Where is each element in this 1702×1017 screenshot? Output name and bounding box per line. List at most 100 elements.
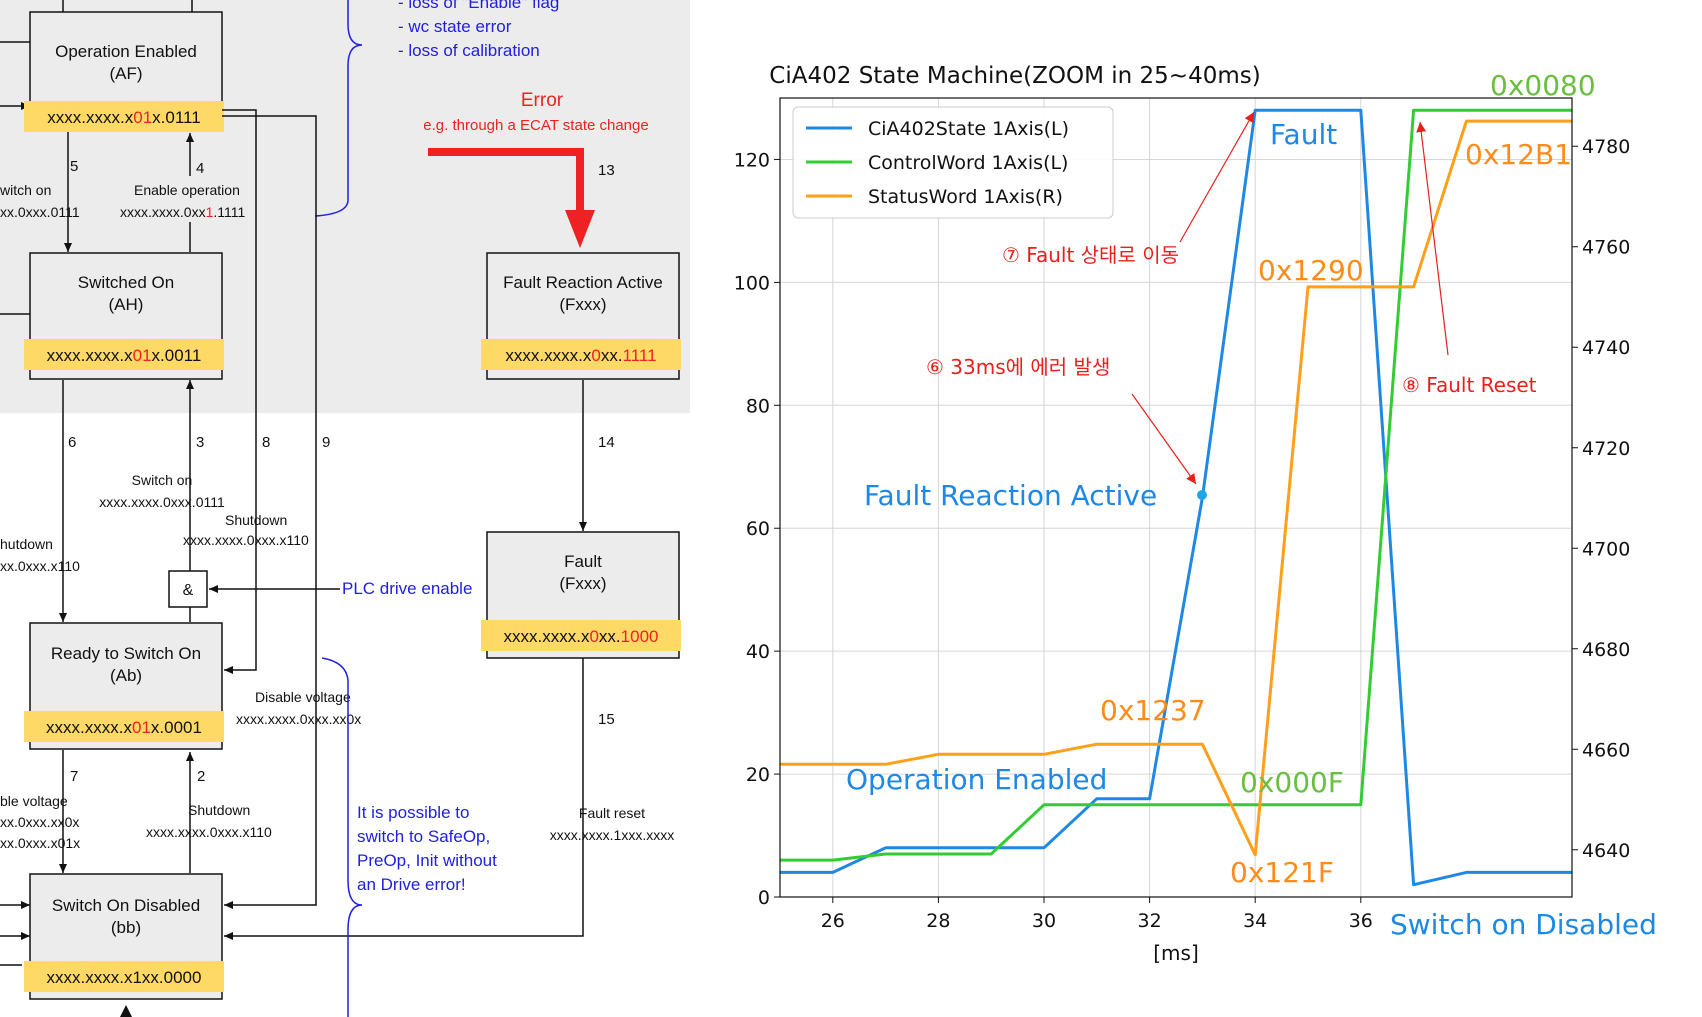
- status-code: xxxx.xxxx.x0xx.1111: [505, 346, 656, 365]
- fault-reset-label: Fault reset: [579, 805, 645, 821]
- transition-9-arrow: [222, 115, 317, 909]
- y-right-tick-label: 4720: [1582, 438, 1630, 460]
- status-code: xxxx.xxxx.x01x.0011: [47, 346, 202, 365]
- safeop-note-4: an Drive error!: [357, 875, 466, 894]
- disable-voltage-label: Disable voltage: [255, 689, 351, 705]
- legend-entry-status: StatusWord 1Axis(R): [868, 186, 1063, 208]
- state-name: Switched On: [78, 273, 174, 292]
- note-line-2: - wc state error: [398, 17, 512, 36]
- y-left-tick-label: 60: [746, 518, 770, 540]
- safeop-note-2: switch to SafeOp,: [357, 827, 490, 846]
- t7-number: 7: [70, 768, 78, 785]
- stub-arrow-head: [120, 1005, 132, 1017]
- t3-number: 3: [196, 434, 204, 451]
- annotation-note-6: ⑥ 33ms에 에러 발생: [926, 355, 1110, 379]
- series-statusword: [780, 119, 1572, 857]
- t9-number: 9: [322, 434, 330, 451]
- t5-number: 5: [70, 158, 78, 175]
- annotation-operation-enabled: Operation Enabled: [846, 763, 1107, 796]
- t7-code-2: xx.0xxx.x01x: [0, 835, 80, 851]
- note-6-arrow: [1131, 393, 1197, 485]
- state-fault: Fault (Fxxx) xxxx.xxxx.x0xx.1000: [481, 531, 681, 659]
- t4-code: xxxx.xxxx.0xx1.1111: [120, 204, 246, 220]
- legend-entry-state: CiA402State 1Axis(L): [868, 118, 1069, 140]
- t5-code: xx.0xxx.0111: [0, 204, 80, 220]
- chart-annotations: Operation Enabled Fault Reaction Active …: [846, 69, 1657, 941]
- state-name: Fault Reaction Active: [503, 273, 663, 292]
- status-code: xxxx.xxxx.x0xx.1000: [504, 627, 659, 646]
- error-arrow: [428, 148, 584, 212]
- state-name: Operation Enabled: [55, 42, 197, 61]
- x-tick-label: 26: [821, 910, 845, 932]
- note-7-arrow: [1179, 111, 1255, 243]
- y-left-tick-label: 40: [746, 641, 770, 663]
- state-switched-on: Switched On (AH) xxxx.xxxx.x01x.0011: [24, 252, 224, 380]
- y-right-tick-label: 4740: [1582, 337, 1630, 359]
- status-code-bar: [24, 339, 224, 370]
- annotation-fault: Fault: [1270, 118, 1337, 151]
- safeop-brace: [321, 657, 363, 1017]
- annotation-sw-121F: 0x121F: [1230, 856, 1334, 889]
- chart-title: CiA402 State Machine(ZOOM in 25~40ms): [769, 63, 1260, 89]
- annotation-sw-12B1: 0x12B1: [1465, 138, 1572, 171]
- transition-8-arrow: [222, 109, 257, 674]
- t8-label: Shutdown: [225, 512, 287, 528]
- state-machine-chart: CiA402 State Machine(ZOOM in 25~40ms) 26…: [734, 63, 1657, 965]
- x-tick-label: 36: [1349, 910, 1373, 932]
- t7-label: ble voltage: [0, 793, 68, 809]
- t5-label: witch on: [0, 182, 51, 198]
- and-gate: [168, 570, 208, 608]
- t3-code: xxxx.xxxx.0xxx.0111: [99, 494, 225, 510]
- t15-number: 15: [598, 711, 615, 728]
- x-tick-label: 34: [1243, 910, 1267, 932]
- t8-number: 8: [262, 434, 270, 451]
- status-code: xxxx.xxxx.x1xx.0000: [47, 968, 202, 987]
- y-right-tick-label: 4700: [1582, 538, 1630, 560]
- t13-number: 13: [598, 162, 615, 179]
- status-code-bar: [24, 961, 224, 992]
- plot-frame: [779, 97, 1573, 898]
- state-abbr: (AF): [109, 64, 142, 83]
- safeop-note-3: PreOp, Init without: [357, 851, 497, 870]
- note-8-arrow: [1416, 121, 1449, 356]
- disable-voltage-code: xxxx.xxxx.0xxx.xx0x: [236, 711, 361, 727]
- status-code-bar: [481, 339, 681, 370]
- chart-legend: CiA402State 1Axis(L) ControlWord 1Axis(L…: [792, 106, 1114, 219]
- fault-reaction-marker: [1197, 490, 1207, 500]
- status-code-bar: [481, 620, 681, 651]
- status-code: xxxx.xxxx.x01x.0001: [46, 718, 202, 737]
- status-code-bar: [24, 101, 224, 132]
- error-title: Error: [521, 90, 564, 111]
- t7-code-1: xx.0xxx.xx0x: [0, 814, 79, 830]
- y-right-tick-label: 4680: [1582, 639, 1630, 661]
- t4-label: Enable operation: [134, 182, 240, 198]
- state-abbr: (AH): [109, 295, 144, 314]
- t14-number: 14: [598, 434, 615, 451]
- state-switch-on-disabled: Switch On Disabled (bb) xxxx.xxxx.x1xx.0…: [24, 873, 224, 1000]
- annotation-sw-1237: 0x1237: [1100, 694, 1206, 727]
- y-right-tick-label: 4780: [1582, 136, 1630, 158]
- state-name: Fault: [564, 552, 602, 571]
- x-tick-label: 32: [1138, 910, 1162, 932]
- t3-label: Switch on: [132, 472, 193, 488]
- transition-15-arrow: [224, 658, 584, 940]
- legend-box: [792, 106, 1114, 219]
- status-code-bar: [24, 711, 224, 742]
- t2-label: Shutdown: [188, 802, 250, 818]
- state-operation-enabled: Operation Enabled (AF) xxxx.xxxx.x01x.01…: [24, 11, 224, 132]
- x-tick-label: 30: [1032, 910, 1056, 932]
- error-subtitle: e.g. through a ECAT state change: [423, 117, 648, 134]
- x-axis-label: [ms]: [1153, 941, 1199, 965]
- chart-ticks: 26 28 30 32 34 36 0 20 40 60 80 100 120 4640 4660 4680 4…: [734, 136, 1631, 932]
- annotation-fault-reaction-active: Fault Reaction Active: [864, 479, 1157, 512]
- series-cia402-state: [780, 108, 1572, 887]
- chart-series: [780, 108, 1572, 887]
- y-right-tick-label: 4640: [1582, 840, 1630, 862]
- annotation-sw-1290: 0x1290: [1258, 254, 1364, 287]
- safeop-note-1: It is possible to: [357, 803, 469, 822]
- t8-code: xxxx.xxxx.0xxx.x110: [183, 532, 309, 548]
- annotation-switch-on-disabled: Switch on Disabled: [1390, 908, 1657, 941]
- state-abbr: (Fxxx): [559, 574, 606, 593]
- t4-number: 4: [196, 160, 204, 177]
- series-controlword: [780, 108, 1572, 862]
